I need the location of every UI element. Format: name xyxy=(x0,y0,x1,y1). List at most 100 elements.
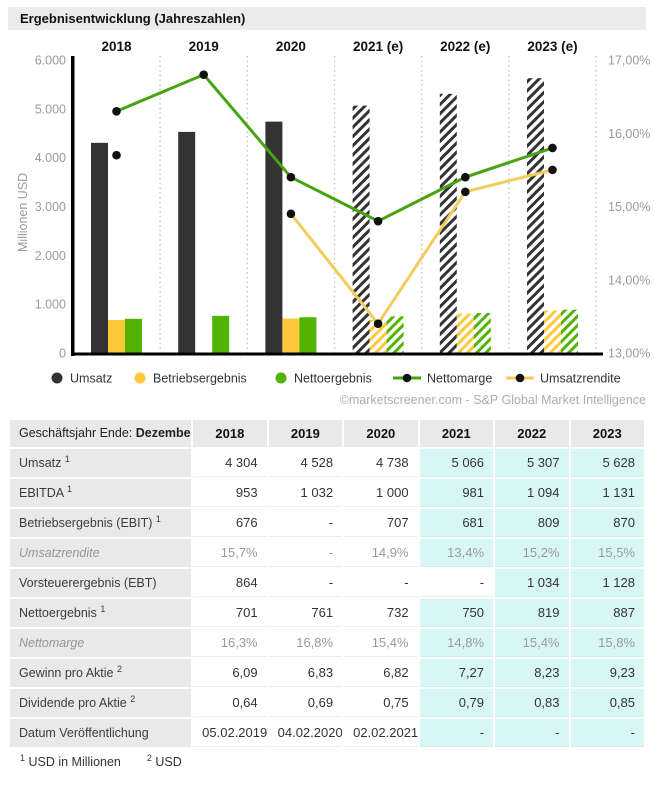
table-cell: - xyxy=(419,719,494,747)
right-tick-label: 16,00% xyxy=(608,127,650,141)
year-label: 2021 (e) xyxy=(353,39,403,54)
table-cell: 15,4% xyxy=(344,629,418,657)
table-cell: 02.02.2021 xyxy=(344,719,418,747)
bar-nettoergebnis-2021 xyxy=(386,316,404,353)
table-row: Dividende pro Aktie 2 0,64 0,69 0,75 0,79 0,8… xyxy=(10,689,644,717)
left-tick-label: 4.000 xyxy=(35,151,66,165)
table-row: Vorsteuerergebnis (EBT) 864- - -1 034 1 128 xyxy=(10,569,644,597)
left-tick-label: 2.000 xyxy=(35,249,66,263)
marker-nettomarge-2022 xyxy=(461,172,470,182)
financials-table: Geschäftsjahr Ende: Dezember 2018 2019 2020… xyxy=(8,418,646,749)
marker-umsatzrendite-2022 xyxy=(461,187,470,197)
table-cell: 6,09 xyxy=(193,659,267,687)
table-cell: 16,3% xyxy=(193,629,267,657)
table-cell: 750 xyxy=(419,599,494,627)
footnote: 2 USD xyxy=(146,752,182,769)
table-cell: 701 xyxy=(193,599,267,627)
year-label: 2019 xyxy=(189,39,219,54)
marker-nettomarge-2018 xyxy=(112,106,121,116)
table-cell: 5 628 xyxy=(570,449,644,477)
legend-marker-icon xyxy=(402,373,412,383)
marker-umsatzrendite-2021 xyxy=(373,319,383,329)
table-cell: 1 128 xyxy=(570,569,644,597)
bar-nettoergebnis-2022 xyxy=(473,313,491,353)
table-cell: - xyxy=(495,719,569,747)
table-cell: 6,83 xyxy=(268,659,343,687)
legend-label: Umsatz xyxy=(70,372,112,386)
marker-umsatzrendite-2018 xyxy=(112,150,121,160)
row-label: Gewinn pro Aktie 2 xyxy=(10,659,192,687)
right-tick-label: 13,00% xyxy=(608,347,650,361)
chart-section: 2018 2019 2020 2021 (e) 2022 (e) 2023 (e) 6.00… xyxy=(8,7,650,407)
table-cell: 6,82 xyxy=(344,659,418,687)
bar-betriebsergebnis-2023 xyxy=(544,310,561,353)
table-cell: 15,7% xyxy=(193,539,267,567)
left-tick-label: 6.000 xyxy=(35,54,66,68)
row-label: Nettomarge xyxy=(10,629,192,657)
left-tick-label: 5.000 xyxy=(35,102,66,116)
bar-betriebsergebnis-2021 xyxy=(369,319,387,353)
table-cell: 16,8% xyxy=(268,629,343,657)
legend-item-nettomarge[interactable]: Nettomarge xyxy=(393,372,492,386)
legend-label: Nettoergebnis xyxy=(294,372,372,386)
table-cell: 0,83 xyxy=(495,689,569,717)
table-cell: 981 xyxy=(419,479,494,507)
table-cell: 870 xyxy=(570,509,644,537)
line-umsatzrendite xyxy=(289,168,554,327)
financials-table-wrap: Geschäftsjahr Ende: Dezember 2018 2019 2020… xyxy=(8,418,646,769)
table-cell: 732 xyxy=(344,599,418,627)
table-cell: 0,85 xyxy=(570,689,644,717)
year-column-header: 2018 xyxy=(193,420,267,447)
legend-item-umsatzrendite[interactable]: Umsatzrendite xyxy=(506,372,621,386)
table-cell: - xyxy=(268,539,343,567)
bar-nettoergebnis-2018 xyxy=(125,318,142,353)
table-cell: - xyxy=(570,719,644,747)
fiscal-year-end-label: Geschäftsjahr Ende: Dezember xyxy=(10,420,192,447)
left-tick-label: 1.000 xyxy=(35,298,66,312)
table-cell: 14,8% xyxy=(419,629,494,657)
bar-umsatz-2019 xyxy=(178,131,196,353)
legend-item-betriebsergebnis[interactable]: Betriebsergebnis xyxy=(134,372,247,386)
legend-dot-icon xyxy=(134,372,146,384)
bar-umsatz-2020 xyxy=(265,121,283,353)
results-chart: 2018 2019 2020 2021 (e) 2022 (e) 2023 (e) 6.00… xyxy=(16,39,650,407)
right-tick-label: 17,00% xyxy=(608,54,650,68)
bar-umsatz-2018 xyxy=(91,142,108,353)
legend-item-nettoergebnis[interactable]: Nettoergebnis xyxy=(275,372,372,386)
row-label: Datum Veröffentlichung xyxy=(10,719,192,747)
table-cell: 953 xyxy=(193,479,267,507)
table-cell: 5 307 xyxy=(495,449,569,477)
legend-dot-icon xyxy=(275,372,287,384)
chart-title-band: Ergebnisentwicklung (Jahreszahlen) xyxy=(8,7,646,30)
table-cell: 0,79 xyxy=(419,689,494,717)
legend-marker-icon xyxy=(515,373,525,383)
table-row: Gewinn pro Aktie 2 6,09 6,83 6,82 7,27 8,23 9,… xyxy=(10,659,644,687)
legend-label: Nettomarge xyxy=(427,372,492,386)
table-cell: 707 xyxy=(344,509,418,537)
year-label: 2022 (e) xyxy=(440,39,490,54)
table-cell: 0,64 xyxy=(193,689,267,717)
table-cell: 15,4% xyxy=(495,629,569,657)
table-cell: 13,4% xyxy=(419,539,494,567)
table-row: Umsatzrendite 15,7% -14,9% 13,4% 15,2% 15,5% xyxy=(10,539,644,567)
marker-umsatzrendite-2023 xyxy=(548,165,557,175)
year-column-header: 2022 xyxy=(495,420,569,447)
legend-label: Umsatzrendite xyxy=(540,372,621,386)
year-column-header: 2019 xyxy=(268,420,343,447)
bar-umsatz-2022 xyxy=(439,93,457,354)
table-cell: 7,27 xyxy=(419,659,494,687)
table-cell: 15,8% xyxy=(570,629,644,657)
year-label: 2018 xyxy=(101,39,132,54)
marker-nettomarge-2019 xyxy=(199,70,208,79)
table-cell: 819 xyxy=(495,599,569,627)
legend-item-umsatz[interactable]: Umsatz xyxy=(51,372,113,386)
bar-nettoergebnis-2023 xyxy=(561,309,578,353)
table-cell: 4 304 xyxy=(193,449,267,477)
table-cell: - xyxy=(268,569,343,597)
row-label: EBITDA 1 xyxy=(10,479,192,507)
table-cell: 1 032 xyxy=(268,479,343,507)
footnote: 1 USD in Millionen xyxy=(20,752,121,769)
year-label: 2023 (e) xyxy=(527,39,577,54)
x-axis-line xyxy=(71,352,603,356)
